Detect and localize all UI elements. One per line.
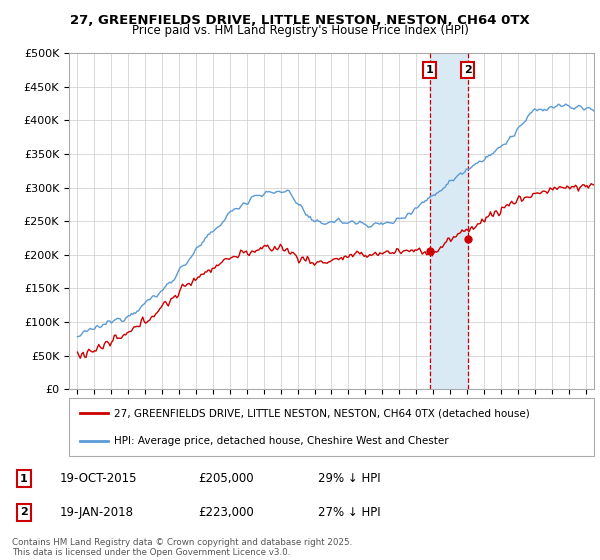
Text: Price paid vs. HM Land Registry's House Price Index (HPI): Price paid vs. HM Land Registry's House … — [131, 24, 469, 37]
Text: £223,000: £223,000 — [198, 506, 254, 519]
Text: 1: 1 — [20, 474, 28, 484]
Text: 27, GREENFIELDS DRIVE, LITTLE NESTON, NESTON, CH64 0TX: 27, GREENFIELDS DRIVE, LITTLE NESTON, NE… — [70, 14, 530, 27]
Text: Contains HM Land Registry data © Crown copyright and database right 2025.
This d: Contains HM Land Registry data © Crown c… — [12, 538, 352, 557]
Text: HPI: Average price, detached house, Cheshire West and Chester: HPI: Average price, detached house, Ches… — [113, 436, 448, 446]
Text: 2: 2 — [464, 65, 472, 75]
Text: 19-JAN-2018: 19-JAN-2018 — [60, 506, 134, 519]
Text: 27% ↓ HPI: 27% ↓ HPI — [318, 506, 380, 519]
Text: 29% ↓ HPI: 29% ↓ HPI — [318, 472, 380, 486]
FancyBboxPatch shape — [69, 398, 594, 456]
Text: 2: 2 — [20, 507, 28, 517]
Text: 1: 1 — [426, 65, 434, 75]
Text: 27, GREENFIELDS DRIVE, LITTLE NESTON, NESTON, CH64 0TX (detached house): 27, GREENFIELDS DRIVE, LITTLE NESTON, NE… — [113, 408, 529, 418]
Text: 19-OCT-2015: 19-OCT-2015 — [60, 472, 137, 486]
Bar — [430, 53, 468, 389]
Text: £205,000: £205,000 — [198, 472, 254, 486]
